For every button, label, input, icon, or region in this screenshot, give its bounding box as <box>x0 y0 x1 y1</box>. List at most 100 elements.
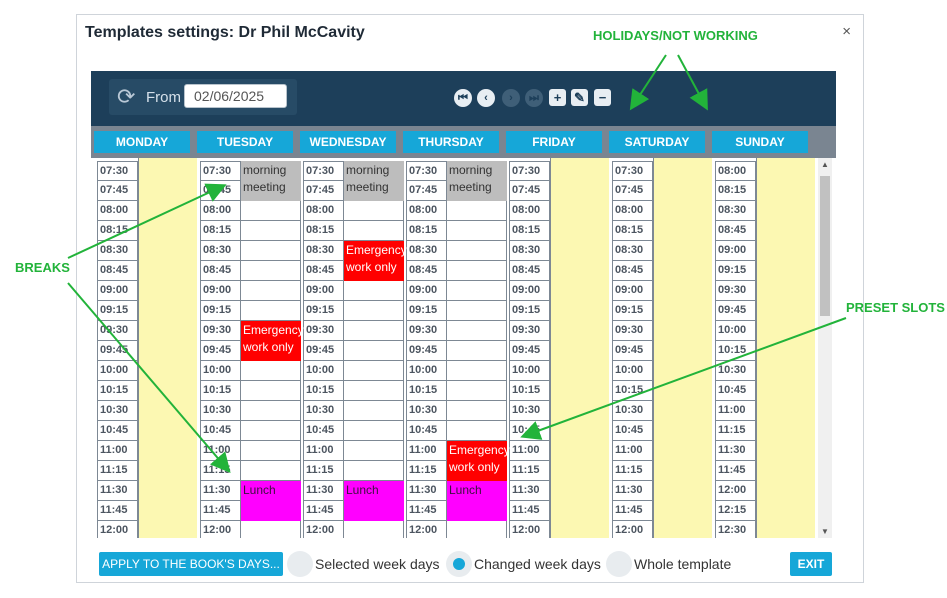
time-slot[interactable] <box>241 281 301 301</box>
day-header-tuesday[interactable]: TUESDAY <box>197 131 293 153</box>
time-slot[interactable] <box>241 401 301 421</box>
time-slot[interactable] <box>241 361 301 381</box>
time-slot[interactable] <box>241 221 301 241</box>
holiday-block <box>138 158 197 538</box>
event-block-red[interactable]: Emergency work only <box>344 241 407 281</box>
radio-selected-week-days[interactable] <box>287 551 313 577</box>
time-label: 08:30 <box>715 201 756 221</box>
day-header-monday[interactable]: MONDAY <box>94 131 190 153</box>
time-label: 10:00 <box>715 321 756 341</box>
time-slot[interactable] <box>447 201 507 221</box>
time-slot[interactable] <box>241 381 301 401</box>
day-header-sunday[interactable]: SUNDAY <box>712 131 808 153</box>
exit-button[interactable]: EXIT <box>790 552 832 576</box>
time-slot[interactable] <box>447 401 507 421</box>
edit-slot-icon[interactable]: ✎ <box>571 89 588 106</box>
time-slot[interactable] <box>447 221 507 241</box>
holiday-block <box>550 158 609 538</box>
scroll-down-icon[interactable]: ▼ <box>821 527 829 536</box>
day-column-saturday: 07:30 07:45 08:00 08:15 08:30 08:45 09:00 09:15… <box>609 158 712 538</box>
time-slot[interactable] <box>447 281 507 301</box>
time-slot[interactable] <box>447 261 507 281</box>
day-header-wednesday[interactable]: WEDNESDAY <box>300 131 396 153</box>
time-slot[interactable] <box>344 361 404 381</box>
time-label: 08:45 <box>715 221 756 241</box>
apply-to-book-days-button[interactable]: APPLY TO THE BOOK'S DAYS... <box>99 552 283 576</box>
scroll-up-icon[interactable]: ▲ <box>821 160 829 169</box>
previous-page-icon[interactable]: ‹ <box>477 89 495 107</box>
time-label: 10:30 <box>97 401 138 421</box>
time-slot[interactable] <box>447 361 507 381</box>
time-label: 11:00 <box>200 441 241 461</box>
time-slot[interactable] <box>447 521 507 538</box>
time-label: 09:00 <box>200 281 241 301</box>
event-block-mag[interactable]: Lunch <box>344 481 404 521</box>
time-slot[interactable] <box>344 381 404 401</box>
first-page-icon[interactable]: ⏮ <box>454 89 472 107</box>
radio-changed-week-days[interactable] <box>446 551 472 577</box>
time-slot[interactable] <box>241 521 301 538</box>
day-header-friday[interactable]: FRIDAY <box>506 131 602 153</box>
event-block-gray[interactable]: morning meeting <box>241 161 301 201</box>
time-slot[interactable] <box>447 321 507 341</box>
time-slot[interactable] <box>344 301 404 321</box>
time-label: 11:15 <box>509 461 550 481</box>
time-label: 08:00 <box>200 201 241 221</box>
event-block-mag[interactable]: Lunch <box>447 481 507 521</box>
radio-whole-template[interactable] <box>606 551 632 577</box>
from-date-input[interactable]: 02/06/2025 <box>184 84 287 108</box>
next-page-icon[interactable]: › <box>502 89 520 107</box>
time-slot[interactable] <box>241 261 301 281</box>
time-label: 08:30 <box>509 241 550 261</box>
time-slot[interactable] <box>447 341 507 361</box>
time-slot[interactable] <box>241 461 301 481</box>
time-slot[interactable] <box>344 281 404 301</box>
time-slot[interactable] <box>344 401 404 421</box>
time-slot[interactable] <box>447 381 507 401</box>
remove-slot-icon[interactable]: − <box>594 89 611 106</box>
time-label: 09:00 <box>303 281 344 301</box>
time-slot[interactable] <box>447 421 507 441</box>
time-slot[interactable] <box>241 201 301 221</box>
time-slot[interactable] <box>447 301 507 321</box>
time-label: 10:45 <box>200 421 241 441</box>
vertical-scrollbar[interactable]: ▲ ▼ <box>818 158 832 538</box>
time-slot[interactable] <box>344 461 404 481</box>
event-block-red[interactable]: Emergency work only <box>241 321 304 361</box>
day-header-saturday[interactable]: SATURDAY <box>609 131 705 153</box>
close-icon[interactable]: × <box>842 23 851 40</box>
time-label: 09:15 <box>97 301 138 321</box>
time-slot[interactable] <box>344 441 404 461</box>
time-slot[interactable] <box>241 241 301 261</box>
time-label: 09:45 <box>406 341 447 361</box>
last-page-icon[interactable]: ⏭ <box>525 89 543 107</box>
time-labels: 07:30 07:45 08:00 08:15 08:30 08:45 09:00 09:15… <box>612 161 653 538</box>
time-slot[interactable] <box>241 441 301 461</box>
time-label: 09:15 <box>406 301 447 321</box>
time-slot[interactable] <box>344 521 404 538</box>
time-label: 10:45 <box>509 421 550 441</box>
time-labels: 08:00 08:15 08:30 08:45 09:00 09:15 09:30 09:45… <box>715 161 756 538</box>
event-block-gray[interactable]: morning meeting <box>344 161 404 201</box>
time-slot[interactable] <box>344 341 404 361</box>
time-slot[interactable] <box>344 221 404 241</box>
annotation-preset-slots: PRESET SLOTS <box>846 300 945 315</box>
day-header-thursday[interactable]: THURSDAY <box>403 131 499 153</box>
time-label: 07:45 <box>303 181 344 201</box>
time-label: 10:45 <box>303 421 344 441</box>
time-slot[interactable] <box>344 321 404 341</box>
event-block-gray[interactable]: morning meeting <box>447 161 507 201</box>
time-label: 11:00 <box>406 441 447 461</box>
scroll-thumb[interactable] <box>820 176 830 316</box>
time-slot[interactable] <box>241 301 301 321</box>
from-label: From <box>146 89 181 106</box>
add-slot-icon[interactable]: + <box>549 89 566 106</box>
event-block-red[interactable]: Emergency work only <box>447 441 510 481</box>
refresh-icon[interactable]: ⟳ <box>117 84 136 109</box>
time-slot[interactable] <box>447 241 507 261</box>
time-slot[interactable] <box>344 421 404 441</box>
time-label: 12:00 <box>200 521 241 538</box>
time-slot[interactable] <box>344 201 404 221</box>
time-slot[interactable] <box>241 421 301 441</box>
event-block-mag[interactable]: Lunch <box>241 481 301 521</box>
